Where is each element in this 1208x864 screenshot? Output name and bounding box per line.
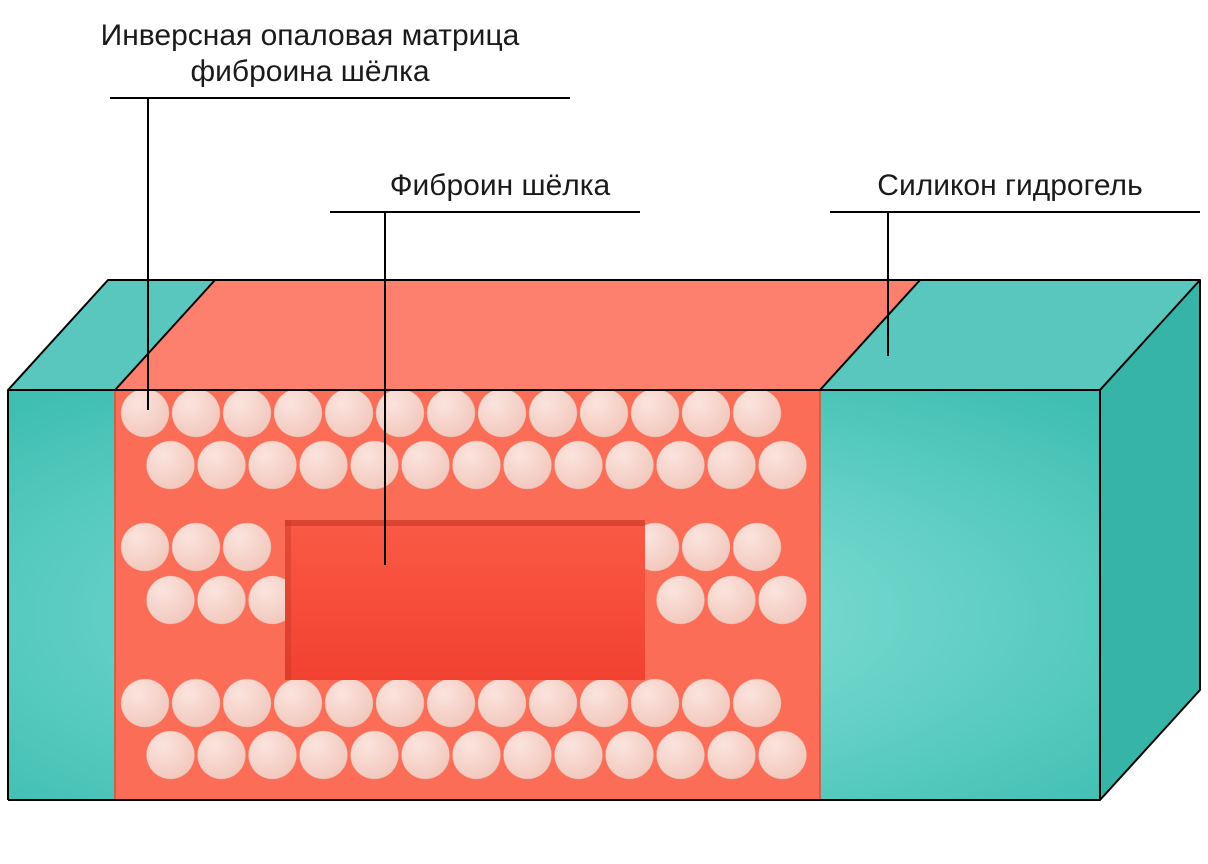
opal-sphere	[147, 441, 195, 489]
opal-sphere	[223, 523, 271, 571]
opal-sphere	[733, 679, 781, 727]
label-opal-matrix: Инверсная опаловая матрица	[101, 19, 520, 52]
opal-sphere	[402, 441, 450, 489]
opal-sphere	[402, 731, 450, 779]
opal-sphere	[249, 441, 297, 489]
opal-sphere	[223, 389, 271, 437]
fibroin-core	[285, 520, 645, 680]
opal-sphere	[759, 441, 807, 489]
opal-sphere	[606, 441, 654, 489]
opal-sphere	[657, 441, 705, 489]
opal-sphere	[453, 441, 501, 489]
opal-sphere	[504, 441, 552, 489]
opal-sphere	[427, 389, 475, 437]
opal-sphere	[733, 389, 781, 437]
opal-sphere	[172, 523, 220, 571]
opal-sphere	[147, 576, 195, 624]
opal-sphere	[682, 679, 730, 727]
opal-sphere	[198, 441, 246, 489]
opal-sphere	[529, 679, 577, 727]
opal-sphere	[376, 679, 424, 727]
opal-sphere	[351, 441, 399, 489]
label-hydrogel: Силикон гидрогель	[877, 169, 1142, 202]
opal-sphere	[453, 731, 501, 779]
opal-sphere	[198, 731, 246, 779]
opal-sphere	[580, 389, 628, 437]
fibroin-core-rect	[285, 520, 645, 680]
opal-sphere	[249, 731, 297, 779]
opal-sphere	[478, 679, 526, 727]
opal-sphere	[172, 679, 220, 727]
opal-sphere	[657, 731, 705, 779]
opal-sphere	[708, 731, 756, 779]
opal-sphere	[580, 679, 628, 727]
opal-sphere	[198, 576, 246, 624]
opal-sphere	[504, 731, 552, 779]
fibroin-top-face	[115, 280, 920, 390]
diagram-root: Инверсная опаловая матрицафиброина шёлка…	[0, 0, 1208, 864]
opal-sphere	[427, 679, 475, 727]
opal-sphere	[759, 576, 807, 624]
opal-sphere	[529, 389, 577, 437]
opal-sphere	[682, 389, 730, 437]
opal-sphere	[121, 389, 169, 437]
opal-sphere	[223, 679, 271, 727]
opal-sphere	[376, 389, 424, 437]
labels: Инверсная опаловая матрицафиброина шёлка…	[101, 19, 1143, 202]
opal-sphere	[325, 679, 373, 727]
opal-sphere	[274, 389, 322, 437]
label-opal-matrix: фиброина шёлка	[190, 55, 429, 88]
opal-sphere	[682, 523, 730, 571]
opal-sphere	[631, 679, 679, 727]
opal-sphere	[351, 731, 399, 779]
opal-sphere	[300, 731, 348, 779]
opal-sphere	[606, 731, 654, 779]
opal-sphere	[147, 731, 195, 779]
opal-sphere	[300, 441, 348, 489]
opal-sphere	[172, 389, 220, 437]
opal-sphere	[121, 523, 169, 571]
opal-sphere	[121, 679, 169, 727]
opal-sphere	[708, 441, 756, 489]
opal-sphere	[478, 389, 526, 437]
opal-sphere	[631, 389, 679, 437]
opal-sphere	[274, 679, 322, 727]
opal-sphere	[325, 389, 373, 437]
opal-sphere	[657, 576, 705, 624]
opal-sphere	[708, 576, 756, 624]
label-fibroin: Фиброин шёлка	[390, 169, 611, 202]
opal-sphere	[759, 731, 807, 779]
opal-sphere	[733, 523, 781, 571]
opal-sphere	[555, 441, 603, 489]
opal-sphere	[555, 731, 603, 779]
